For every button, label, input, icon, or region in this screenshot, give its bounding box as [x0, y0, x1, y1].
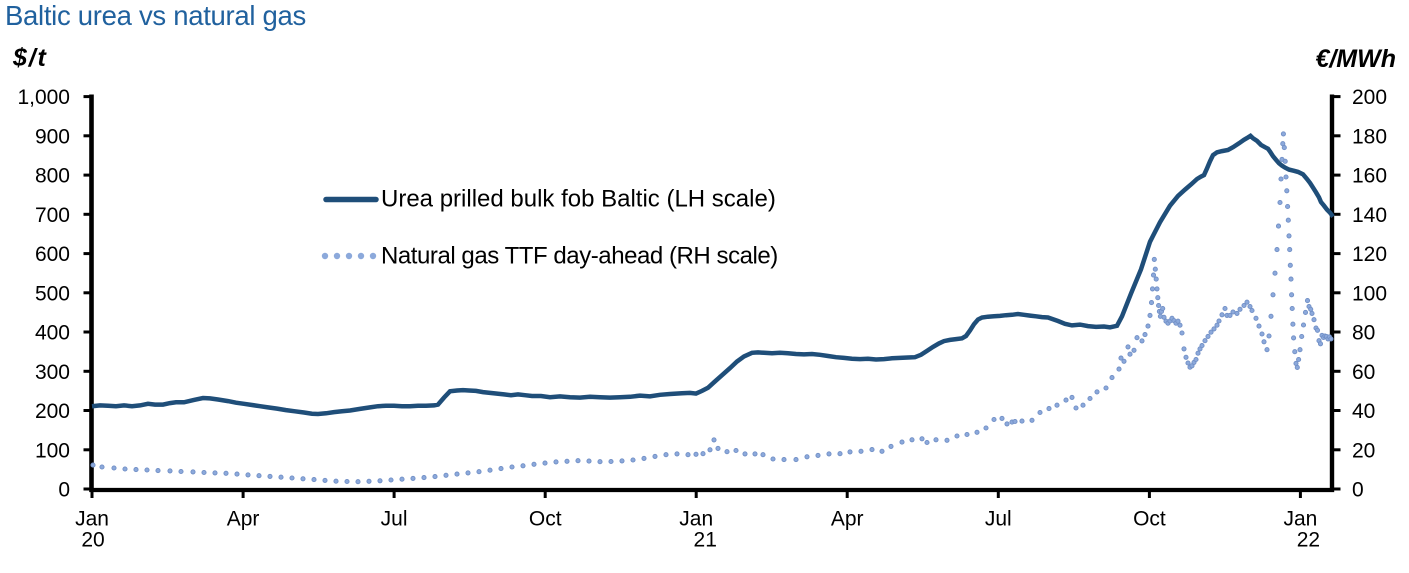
svg-text:Baltic urea vs natural gas: Baltic urea vs natural gas — [5, 0, 306, 31]
svg-text:800: 800 — [35, 165, 70, 188]
svg-text:Jan: Jan — [1283, 508, 1317, 531]
svg-text:$/t: $/t — [12, 44, 48, 72]
svg-text:Urea prilled bulk fob Baltic (: Urea prilled bulk fob Baltic (LH scale) — [381, 186, 776, 213]
svg-text:140: 140 — [1352, 204, 1387, 227]
svg-text:Jan: Jan — [75, 508, 109, 531]
svg-text:500: 500 — [35, 282, 70, 305]
svg-text:80: 80 — [1352, 322, 1375, 345]
svg-text:Apr: Apr — [227, 508, 260, 531]
svg-text:200: 200 — [35, 400, 70, 423]
svg-text:0: 0 — [1352, 479, 1364, 502]
svg-text:100: 100 — [1352, 282, 1387, 305]
svg-text:Oct: Oct — [1133, 508, 1166, 531]
svg-text:900: 900 — [35, 125, 70, 148]
svg-text:20: 20 — [1352, 439, 1375, 462]
svg-text:21: 21 — [694, 529, 717, 552]
svg-text:€/MWh: €/MWh — [1315, 45, 1396, 73]
svg-text:180: 180 — [1352, 125, 1387, 148]
svg-text:1,000: 1,000 — [17, 86, 70, 109]
svg-text:300: 300 — [35, 361, 70, 384]
svg-text:0: 0 — [58, 479, 70, 502]
svg-text:100: 100 — [35, 439, 70, 462]
svg-text:700: 700 — [35, 204, 70, 227]
svg-text:Jul: Jul — [381, 508, 408, 531]
svg-text:22: 22 — [1297, 529, 1320, 552]
svg-text:20: 20 — [81, 529, 104, 552]
svg-text:400: 400 — [35, 322, 70, 345]
svg-text:Oct: Oct — [529, 508, 562, 531]
svg-text:Apr: Apr — [831, 508, 864, 531]
svg-text:600: 600 — [35, 243, 70, 266]
svg-text:Jul: Jul — [985, 508, 1012, 531]
svg-text:120: 120 — [1352, 243, 1387, 266]
svg-text:Jan: Jan — [679, 508, 713, 531]
svg-text:40: 40 — [1352, 400, 1375, 423]
svg-text:60: 60 — [1352, 361, 1375, 384]
svg-text:160: 160 — [1352, 165, 1387, 188]
svg-text:200: 200 — [1352, 86, 1387, 109]
svg-text:Natural gas TTF day-ahead (RH: Natural gas TTF day-ahead (RH scale) — [381, 243, 778, 270]
